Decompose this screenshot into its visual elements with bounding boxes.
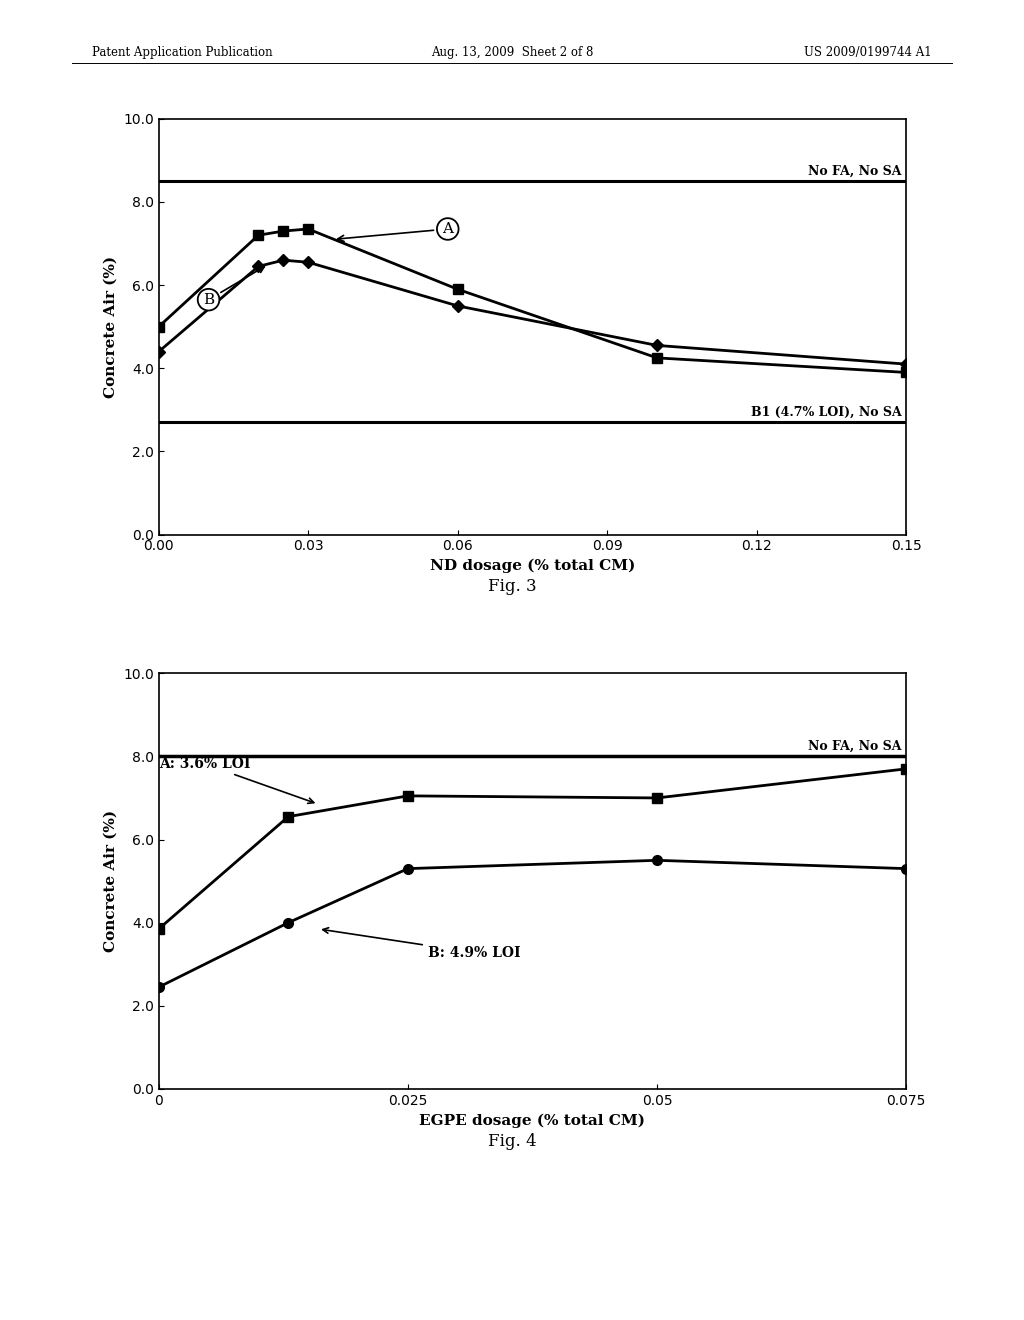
Text: Patent Application Publication: Patent Application Publication bbox=[92, 46, 272, 59]
Text: A: 3.6% LOI: A: 3.6% LOI bbox=[159, 756, 313, 804]
Y-axis label: Concrete Air (%): Concrete Air (%) bbox=[103, 810, 118, 952]
Y-axis label: Concrete Air (%): Concrete Air (%) bbox=[103, 256, 118, 397]
Text: B1 (4.7% LOI), No SA: B1 (4.7% LOI), No SA bbox=[751, 407, 901, 418]
Text: A: A bbox=[338, 222, 454, 242]
Text: B: B bbox=[203, 267, 264, 306]
Text: US 2009/0199744 A1: US 2009/0199744 A1 bbox=[804, 46, 932, 59]
Text: Aug. 13, 2009  Sheet 2 of 8: Aug. 13, 2009 Sheet 2 of 8 bbox=[431, 46, 593, 59]
Text: B: 4.9% LOI: B: 4.9% LOI bbox=[323, 928, 520, 960]
Text: Fig. 3: Fig. 3 bbox=[487, 578, 537, 595]
Text: No FA, No SA: No FA, No SA bbox=[808, 165, 901, 178]
X-axis label: EGPE dosage (% total CM): EGPE dosage (% total CM) bbox=[420, 1113, 645, 1127]
Text: Fig. 4: Fig. 4 bbox=[487, 1133, 537, 1150]
Text: No FA, No SA: No FA, No SA bbox=[808, 741, 901, 752]
X-axis label: ND dosage (% total CM): ND dosage (% total CM) bbox=[430, 558, 635, 573]
